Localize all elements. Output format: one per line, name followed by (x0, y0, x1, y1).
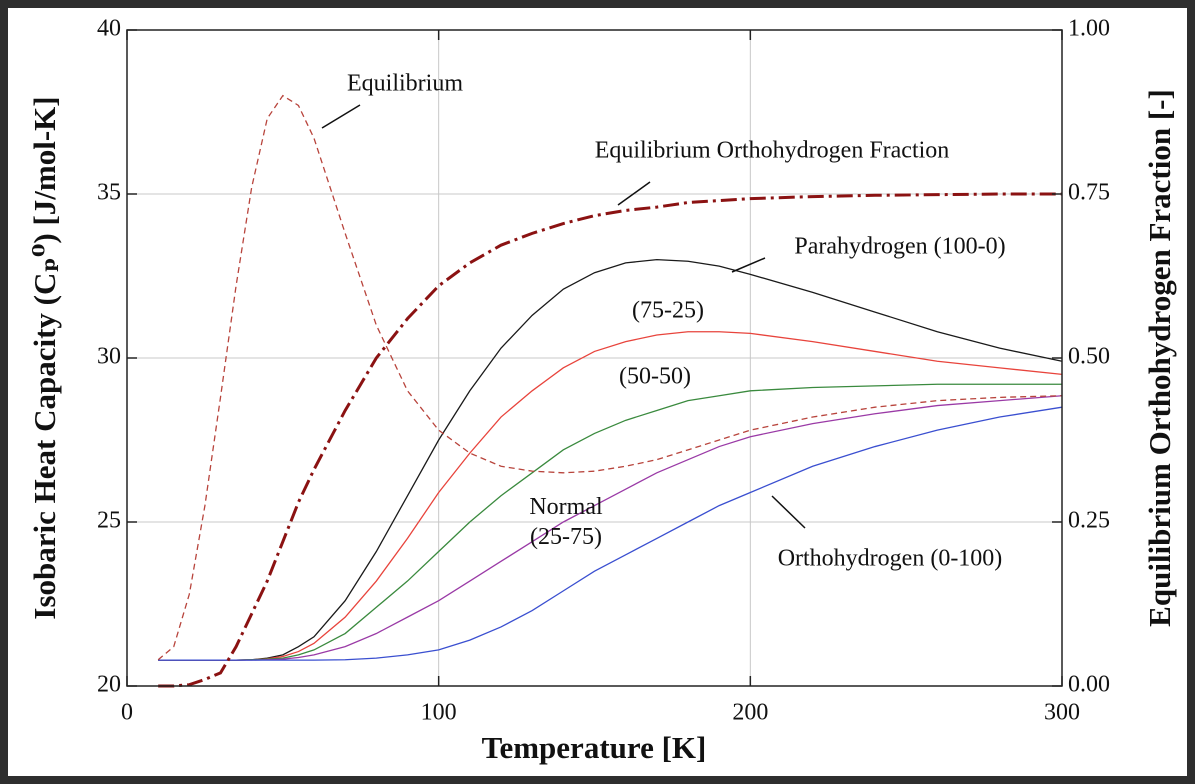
y2-tick-label: 0.25 (1068, 508, 1110, 534)
x-axis-label: Temperature [K] (482, 730, 707, 765)
series-label: (75-25) (632, 298, 704, 324)
line-series (158, 406, 1063, 661)
y-tick-label: 20 (97, 672, 121, 698)
series-label: Equilibrium (347, 71, 463, 97)
y2-tick-label: 0.00 (1068, 672, 1110, 698)
y-tick-label: 30 (97, 344, 121, 370)
series-label: Normal (25-75) (529, 494, 603, 550)
x-tick-label: 200 (732, 700, 768, 726)
y-axis-label: Isobaric Heat Capacity (Cₚ⁰) [J/mol-K] (27, 96, 62, 619)
x-tick-label: 300 (1044, 700, 1080, 726)
leader-line (617, 181, 651, 206)
leader-line (771, 495, 806, 529)
series-label: Orthohydrogen (0-100) (778, 546, 1003, 572)
y2-tick-label: 0.50 (1068, 344, 1110, 370)
series-label: Equilibrium Orthohydrogen Fraction (595, 138, 950, 164)
x-tick-label: 0 (121, 700, 133, 726)
line-series (158, 192, 1062, 688)
series-label: (50-50) (619, 364, 691, 390)
y2-axis-label: Equilibrium Orthohydrogen Fraction [-] (1142, 89, 1177, 627)
y-tick-label: 35 (97, 180, 121, 206)
y-tick-label: 40 (97, 16, 121, 42)
leader-line (321, 104, 361, 129)
y-tick-label: 25 (97, 508, 121, 534)
panel (8, 8, 1187, 776)
y2-tick-label: 0.75 (1068, 180, 1110, 206)
series-label: Parahydrogen (100-0) (794, 234, 1005, 260)
y2-tick-label: 1.00 (1068, 16, 1110, 42)
x-tick-label: 100 (421, 700, 457, 726)
leader-line (731, 257, 766, 273)
